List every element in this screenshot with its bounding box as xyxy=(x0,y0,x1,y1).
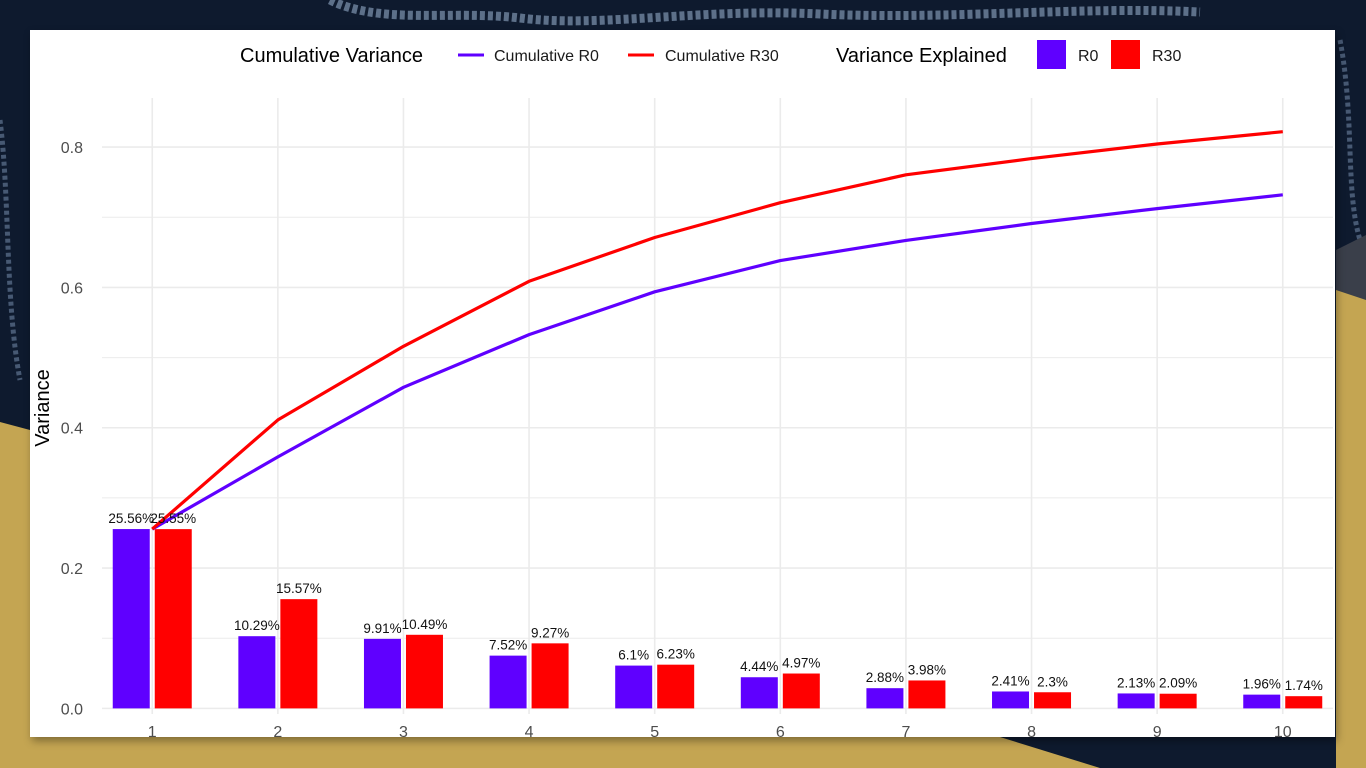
x-tick-label: 10 xyxy=(1274,724,1292,741)
bar-r0-10 xyxy=(1243,694,1281,709)
bar-r0-9 xyxy=(1117,693,1155,709)
x-tick-label: 5 xyxy=(650,724,659,741)
bar-label-r0-3: 9.91% xyxy=(363,621,401,636)
bar-label-r0-10: 1.96% xyxy=(1243,677,1281,692)
y-axis-title: Variance xyxy=(32,369,54,446)
x-tick-label: 1 xyxy=(148,724,157,741)
bar-label-r30-7: 3.98% xyxy=(908,662,946,677)
y-tick-label: 0.6 xyxy=(61,280,83,297)
bar-r30-5 xyxy=(657,664,695,709)
bar-r30-8 xyxy=(1034,692,1072,709)
gold-accent-shape xyxy=(0,422,30,768)
bar-labels: 25.56% 10.29% 9.91% 7.52% 6.1% 4.44% 2.88% 2.41… xyxy=(108,511,1323,693)
bar-label-r30-8: 2.3% xyxy=(1037,674,1068,689)
bar-r30-6 xyxy=(782,673,820,709)
gold-accent-shape xyxy=(1336,290,1366,768)
x-tick-label: 8 xyxy=(1027,724,1036,741)
bar-r30-3 xyxy=(405,634,443,709)
bar-r0-1 xyxy=(112,529,150,709)
bar-r30-9 xyxy=(1159,693,1197,709)
gold-accent-shape xyxy=(0,737,1100,768)
bar-label-r0-7: 2.88% xyxy=(866,670,904,685)
x-tick-label: 4 xyxy=(525,724,534,741)
legend-title-variance-explained: Variance Explained xyxy=(836,45,1007,67)
bar-label-r30-9: 2.09% xyxy=(1159,676,1197,691)
bar-label-r0-5: 6.1% xyxy=(618,648,649,663)
x-tick-label: 3 xyxy=(399,724,408,741)
bar-r0-4 xyxy=(489,655,527,709)
x-tick-label: 6 xyxy=(776,724,785,741)
line-cumulative-r0 xyxy=(151,193,1283,531)
bar-label-r0-1: 25.56% xyxy=(108,511,154,526)
bar-r30-1 xyxy=(154,529,192,709)
bar-label-r0-4: 7.52% xyxy=(489,638,527,653)
legend-key-r0 xyxy=(1037,40,1066,69)
bar-r30-4 xyxy=(531,643,569,709)
bar-label-r0-9: 2.13% xyxy=(1117,675,1155,690)
bar-r30-2 xyxy=(280,599,318,709)
bar-r0-6 xyxy=(740,677,778,709)
y-tick-label: 0.0 xyxy=(61,701,83,718)
bar-r0-5 xyxy=(615,665,653,709)
bar-r0-3 xyxy=(363,638,401,709)
axes: 0.0 0.2 0.4 0.6 0.8 1 2 3 4 5 6 7 8 9 10 xyxy=(61,140,1292,741)
y-tick-label: 0.2 xyxy=(61,561,83,578)
bead-strand-decoration xyxy=(0,119,23,381)
bar-label-r30-5: 6.23% xyxy=(657,647,695,662)
bar-label-r30-2: 15.57% xyxy=(276,581,322,596)
bar-label-r30-6: 4.97% xyxy=(782,656,820,671)
bar-label-r0-6: 4.44% xyxy=(740,659,778,674)
bar-r0-8 xyxy=(992,691,1030,709)
legend-label-cumulative-r30: Cumulative R30 xyxy=(665,48,779,65)
x-tick-label: 2 xyxy=(273,724,282,741)
bar-r30-10 xyxy=(1285,696,1323,709)
legend-label-r0: R0 xyxy=(1078,48,1099,65)
bar-label-r0-8: 2.41% xyxy=(991,673,1029,688)
bar-label-r30-3: 10.49% xyxy=(402,617,448,632)
x-tick-label: 7 xyxy=(901,724,910,741)
line-cumulative-r30 xyxy=(151,130,1283,531)
legend-title-cumulative: Cumulative Variance xyxy=(240,45,423,67)
legend: Cumulative Variance Cumulative R0 Cumula… xyxy=(240,40,1181,69)
bar-label-r0-2: 10.29% xyxy=(234,618,280,633)
legend-label-r30: R30 xyxy=(1152,48,1181,65)
bead-strand-decoration xyxy=(1337,39,1363,241)
bar-r0-7 xyxy=(866,688,904,709)
legend-key-r30 xyxy=(1111,40,1140,69)
bar-label-r30-1: 25.55% xyxy=(150,511,196,526)
x-tick-label: 9 xyxy=(1153,724,1162,741)
bar-label-r30-4: 9.27% xyxy=(531,625,569,640)
bar-label-r30-10: 1.74% xyxy=(1285,678,1323,693)
y-tick-label: 0.8 xyxy=(61,140,83,157)
bars xyxy=(112,529,1323,709)
bar-r0-2 xyxy=(238,636,276,709)
bar-r30-7 xyxy=(908,680,946,709)
cumulative-lines xyxy=(151,130,1283,531)
y-tick-label: 0.4 xyxy=(61,421,83,438)
bead-strand-decoration xyxy=(327,0,1201,26)
legend-label-cumulative-r0: Cumulative R0 xyxy=(494,48,599,65)
